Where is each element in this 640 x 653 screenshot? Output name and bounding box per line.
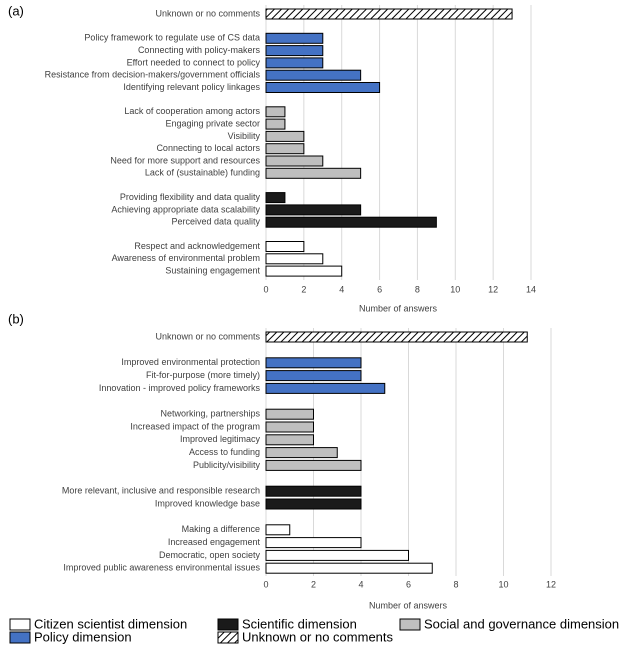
bar <box>265 82 381 93</box>
bar <box>265 459 362 471</box>
bar <box>265 167 362 179</box>
x-tick-label: 12 <box>546 579 556 589</box>
x-tick-label: 8 <box>415 284 420 294</box>
category-label: Sustaining engagement <box>165 265 260 275</box>
legend-label: Citizen scientist dimension <box>34 616 187 631</box>
category-label: Making a difference <box>182 524 260 534</box>
category-label: Lack of (sustainable) funding <box>145 168 260 178</box>
legend-swatch <box>9 618 31 631</box>
category-label: Publicity/visibility <box>193 460 261 470</box>
bar <box>265 143 305 155</box>
category-label: Providing flexibility and data quality <box>120 192 261 202</box>
category-label: Effort needed to connect to policy <box>127 57 261 67</box>
bar <box>265 130 305 142</box>
category-label: Need for more support and resources <box>110 155 260 165</box>
legend-label: Unknown or no comments <box>242 629 394 644</box>
bar <box>265 8 513 20</box>
bar <box>265 434 314 446</box>
panel-label: (b) <box>8 311 24 326</box>
category-label: Connecting to local actors <box>156 143 260 153</box>
category-label: Engaging private sector <box>165 118 260 128</box>
category-label: Unknown or no comments <box>155 8 260 18</box>
bar <box>265 421 314 433</box>
x-axis-title: Number of answers <box>369 600 448 610</box>
legend-label: Policy dimension <box>34 629 132 644</box>
bar <box>265 524 291 536</box>
category-label: Innovation - improved policy frameworks <box>99 383 261 393</box>
bar <box>265 45 324 57</box>
bar <box>265 447 338 459</box>
category-label: Awareness of environmental problem <box>112 253 260 263</box>
bar <box>265 382 386 394</box>
x-tick-label: 4 <box>339 284 344 294</box>
category-label: Connecting with policy-makers <box>138 45 261 55</box>
bar <box>265 562 433 574</box>
bar <box>265 118 286 130</box>
bar <box>265 253 324 265</box>
x-tick-label: 4 <box>358 579 363 589</box>
bar <box>265 216 437 228</box>
bar <box>265 192 286 204</box>
category-label: Resistance from decision-makers/governme… <box>45 70 261 80</box>
bar <box>265 155 324 167</box>
category-label: Achieving appropriate data scalability <box>111 204 260 214</box>
bar <box>265 408 314 420</box>
bar <box>265 549 409 561</box>
category-label: Identifying relevant policy linkages <box>123 82 260 92</box>
bar <box>265 241 305 252</box>
category-label: Respect and acknowledgement <box>134 241 260 251</box>
x-tick-label: 8 <box>453 579 458 589</box>
x-tick-label: 2 <box>301 284 306 294</box>
category-label: Lack of cooperation among actors <box>124 106 260 116</box>
bar <box>265 485 362 497</box>
legend-label: Scientific dimension <box>242 616 357 631</box>
bar <box>265 537 362 549</box>
x-tick-label: 14 <box>526 284 536 294</box>
category-label: Improved environmental protection <box>121 357 260 367</box>
x-tick-label: 6 <box>406 579 411 589</box>
legend-label: Social and governance dimension <box>424 616 619 631</box>
bar <box>265 370 362 382</box>
x-tick-label: 12 <box>488 284 498 294</box>
x-tick-label: 2 <box>311 579 316 589</box>
x-tick-label: 6 <box>377 284 382 294</box>
bar <box>265 57 324 69</box>
x-tick-label: 10 <box>450 284 460 294</box>
category-label: Improved public awareness environmental … <box>63 563 260 573</box>
x-tick-label: 0 <box>263 579 268 589</box>
bar <box>265 32 324 44</box>
bar <box>265 106 286 118</box>
bar <box>265 357 362 369</box>
category-label: More relevant, inclusive and responsible… <box>62 486 260 496</box>
panel-label: (a) <box>8 3 24 18</box>
legend-swatch <box>399 618 421 631</box>
legend-swatch <box>9 631 31 644</box>
category-label: Policy framework to regulate use of CS d… <box>84 33 260 43</box>
legend-swatch <box>217 618 239 631</box>
category-label: Improved legitimacy <box>180 434 261 444</box>
category-label: Democratic, open society <box>159 550 261 560</box>
category-label: Visibility <box>228 131 261 141</box>
x-tick-label: 10 <box>498 579 508 589</box>
bar <box>265 498 362 510</box>
category-label: Perceived data quality <box>171 217 260 227</box>
bar <box>265 265 343 277</box>
category-label: Networking, partnerships <box>160 409 260 419</box>
category-label: Fit-for-purpose (more timely) <box>146 370 260 380</box>
category-label: Access to funding <box>189 447 260 457</box>
category-label: Increased engagement <box>168 537 261 547</box>
category-label: Improved knowledge base <box>155 498 260 508</box>
bar <box>265 331 528 343</box>
bar <box>265 204 362 216</box>
category-label: Unknown or no comments <box>155 331 260 341</box>
legend-swatch <box>217 631 239 644</box>
x-axis-title: Number of answers <box>359 303 438 313</box>
bar <box>265 69 362 81</box>
x-tick-label: 0 <box>263 284 268 294</box>
category-label: Increased impact of the program <box>130 421 260 431</box>
